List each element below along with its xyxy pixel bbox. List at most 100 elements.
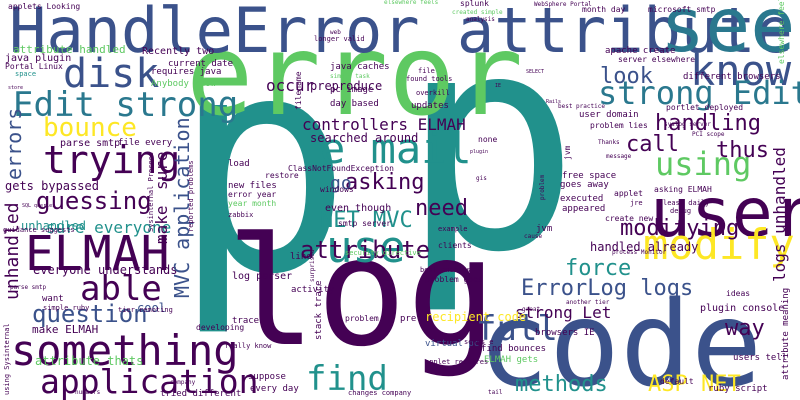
word-recently-two: Recently two — [142, 46, 215, 57]
word-preproduce: preproduce — [310, 79, 383, 93]
word-file: file — [418, 67, 435, 75]
word-p-second: p — [400, 0, 581, 318]
word-way: way — [725, 316, 765, 341]
word-numbers: numbers — [75, 389, 101, 396]
word-apache-create: apache create — [605, 46, 676, 56]
word-bounce: bounce — [43, 113, 137, 143]
word-new-files: new files — [228, 181, 277, 191]
word-logs-unhandled: logs unhandled — [770, 147, 789, 282]
word-elmah-gets: ELMAH gets — [484, 355, 539, 365]
word-server-elsewhere: server elsewhere — [618, 55, 696, 64]
word-simple-task: simple task — [330, 73, 370, 80]
word-recipient-code: recipient code — [425, 310, 527, 324]
word-anybody-know: Anybody know — [151, 79, 217, 89]
word-none: none — [478, 135, 498, 144]
word-log: log — [226, 206, 497, 380]
word-goes-away: goes away — [560, 180, 609, 190]
word-executed: executed — [560, 194, 604, 204]
word-parse-smtp: parse smtp — [60, 138, 121, 149]
word-really-know: really know — [225, 342, 272, 350]
word-sysinternal-process: Sysinternal Process — [147, 151, 155, 232]
word-syslog-server: syslog server — [664, 121, 711, 128]
word-sure: sure — [152, 151, 171, 190]
word-portlet-deployed: portlet deployed — [666, 103, 744, 112]
word-able: able — [80, 269, 162, 309]
word-debug: debug — [670, 207, 692, 215]
word-great: great — [522, 306, 541, 313]
word-p-big: p — [172, 0, 353, 340]
word-select: SELECT — [526, 69, 545, 75]
word-smtp-server: smtp server — [338, 219, 391, 228]
word-process-monitor: process Monitor — [612, 249, 667, 256]
word-pre: pre — [400, 314, 417, 324]
word-current-date: current date — [168, 59, 234, 69]
word-lgts: jvm — [563, 145, 572, 160]
word-handleerror-attribute: HandleError attribute — [9, 0, 793, 67]
word-net-mvc: NET MVC — [320, 208, 413, 233]
word-attribute-meaning: attribute meaning — [781, 287, 791, 380]
word-e-mail: e mail — [320, 124, 472, 173]
word-question-becomes: problem — [539, 174, 546, 200]
word-error: error — [186, 11, 524, 141]
word-modify: modify — [643, 220, 795, 269]
word-error-year: error year — [228, 190, 277, 199]
word-best-enables: best enables — [420, 266, 471, 274]
word-something: something — [11, 326, 239, 375]
word-ideas: ideas — [726, 289, 751, 298]
word-example: example — [438, 225, 468, 233]
word-application: application — [40, 362, 259, 400]
word-tail: tail — [488, 389, 503, 396]
word-user: user — [650, 174, 800, 253]
word-cool: cool — [137, 301, 166, 315]
word-browsers-ie: browsers IE — [535, 328, 595, 338]
word-ruby-script: ruby script — [708, 384, 768, 394]
word-least-daily: least daily — [663, 199, 710, 207]
word-users-tell: users tell — [733, 353, 788, 363]
word-asking-elmah: asking ELMAH — [654, 185, 712, 194]
word-clients: clients — [438, 241, 472, 250]
word-log-parser: log parser — [232, 271, 293, 282]
word-security-directive: security directive — [345, 249, 421, 257]
word-know: know — [690, 46, 792, 95]
word-ie: IE — [495, 83, 502, 89]
word-load: load — [228, 159, 250, 169]
word-line: line — [290, 252, 312, 262]
word-problem-goes: problem goes — [425, 275, 483, 284]
word-errors: errors — [2, 107, 26, 180]
word-create-new: create new — [605, 214, 654, 223]
word-everyone-understands: everyone understands — [33, 263, 178, 277]
word-problem: problem — [345, 314, 379, 323]
word-suppose: suppose — [248, 372, 286, 382]
word-asking: asking — [345, 170, 425, 195]
word-elsewhere-feels: elsewhere feels — [384, 0, 439, 6]
word-default: default — [660, 377, 694, 386]
word-searched-around: searched around — [310, 131, 419, 145]
word-guidance-suggests: guidance suggests — [3, 226, 75, 234]
word-modifying: modifying — [620, 216, 740, 241]
word-unhandled: unhandled — [21, 219, 87, 233]
word-appeared: appeared — [562, 204, 606, 214]
word-different-browsers: different browsers — [683, 72, 781, 82]
word-asp-net: ASP NET — [648, 372, 741, 397]
word-errorlog-logs: ErrorLog logs — [521, 276, 694, 301]
word-reported-problems: reported problems — [187, 160, 195, 232]
word-gets-bypassed: gets bypassed — [5, 179, 99, 193]
word-make-elmah: make ELMAH — [32, 323, 99, 336]
word-want: want — [42, 294, 64, 304]
word-plugin: plugin — [470, 149, 489, 155]
word-day-based: day based — [330, 99, 379, 109]
word-strong-edit: strong Edit — [598, 74, 800, 112]
word-elmah: ELMAH — [25, 226, 170, 282]
word-surprised: surprised — [309, 249, 316, 282]
word-free-space: free space — [562, 171, 617, 181]
word-tried-different: tried different — [160, 389, 242, 399]
word-see: see — [660, 0, 796, 69]
word-requires-java: requires java — [151, 67, 222, 77]
word-methods: methods — [515, 372, 608, 397]
word-changes-company: changes company — [348, 389, 412, 397]
word-code: code — [478, 275, 763, 400]
word-parse: parse smtp — [10, 284, 47, 291]
word-handling: handling — [655, 111, 761, 136]
word-splunk: splunk — [460, 0, 489, 8]
word-occur: occur — [266, 76, 315, 95]
